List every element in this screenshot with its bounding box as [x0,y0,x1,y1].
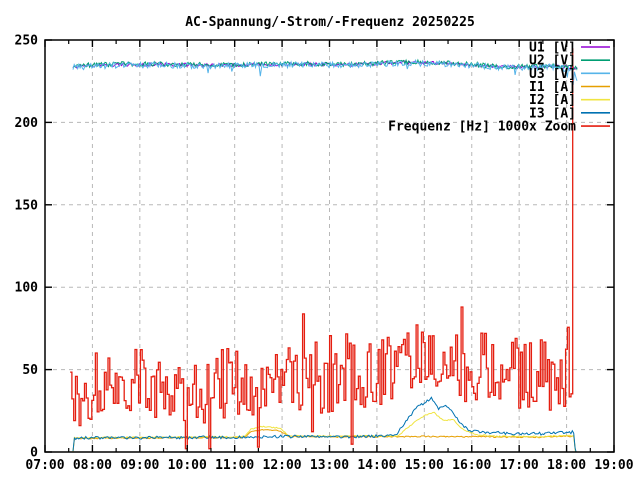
legend-label: I2 [A] [529,93,576,108]
x-tick-label: 08:00 [73,458,112,473]
x-tick-label: 15:00 [405,458,444,473]
series-i3-a [72,396,577,452]
legend-label: I3 [A] [529,106,576,121]
x-tick-label: 09:00 [120,458,159,473]
series-layer [70,48,578,452]
legend-label: Frequenz [Hz] 1000x Zoom [388,120,576,135]
x-tick-label: 10:00 [168,458,207,473]
chart-title: AC-Spannung/-Strom/-Frequenz 20250225 [185,15,475,30]
legend-label: I1 [A] [529,80,576,95]
y-tick-label: 200 [15,116,39,131]
series-i2-a [72,411,577,452]
x-tick-label: 17:00 [500,458,539,473]
plot-border [44,39,615,453]
y-tick-label: 0 [30,446,38,461]
x-tick-label: 16:00 [452,458,491,473]
legend-label: U1 [V] [529,41,576,56]
y-tick-label: 250 [15,34,39,49]
y-tick-label: 150 [15,198,39,213]
series-u2-v [72,58,578,71]
x-tick-label: 14:00 [357,458,396,473]
x-tick-label: 11:00 [215,458,254,473]
legend-label: U2 [V] [529,54,576,69]
x-tick-label: 18:00 [547,458,586,473]
axes: 07:00 08:00 09:00 10:00 11:00 12:00 13:00 14:00… [15,34,634,474]
series-frequenz-hz-1000x-zoom [70,48,574,450]
y-tick-label: 50 [22,363,38,378]
x-tick-label: 12:00 [263,458,302,473]
legend-label: U3 [V] [529,67,576,82]
y-tick-label: 100 [15,281,39,296]
series-u3-v [72,59,578,85]
x-tick-label: 13:00 [310,458,349,473]
x-tick-label: 07:00 [25,458,64,473]
legend: U1 [V]U2 [V]U3 [V]I1 [A]I2 [A]I3 [A]Freq… [388,41,610,135]
x-tick-label: 19:00 [594,458,633,473]
